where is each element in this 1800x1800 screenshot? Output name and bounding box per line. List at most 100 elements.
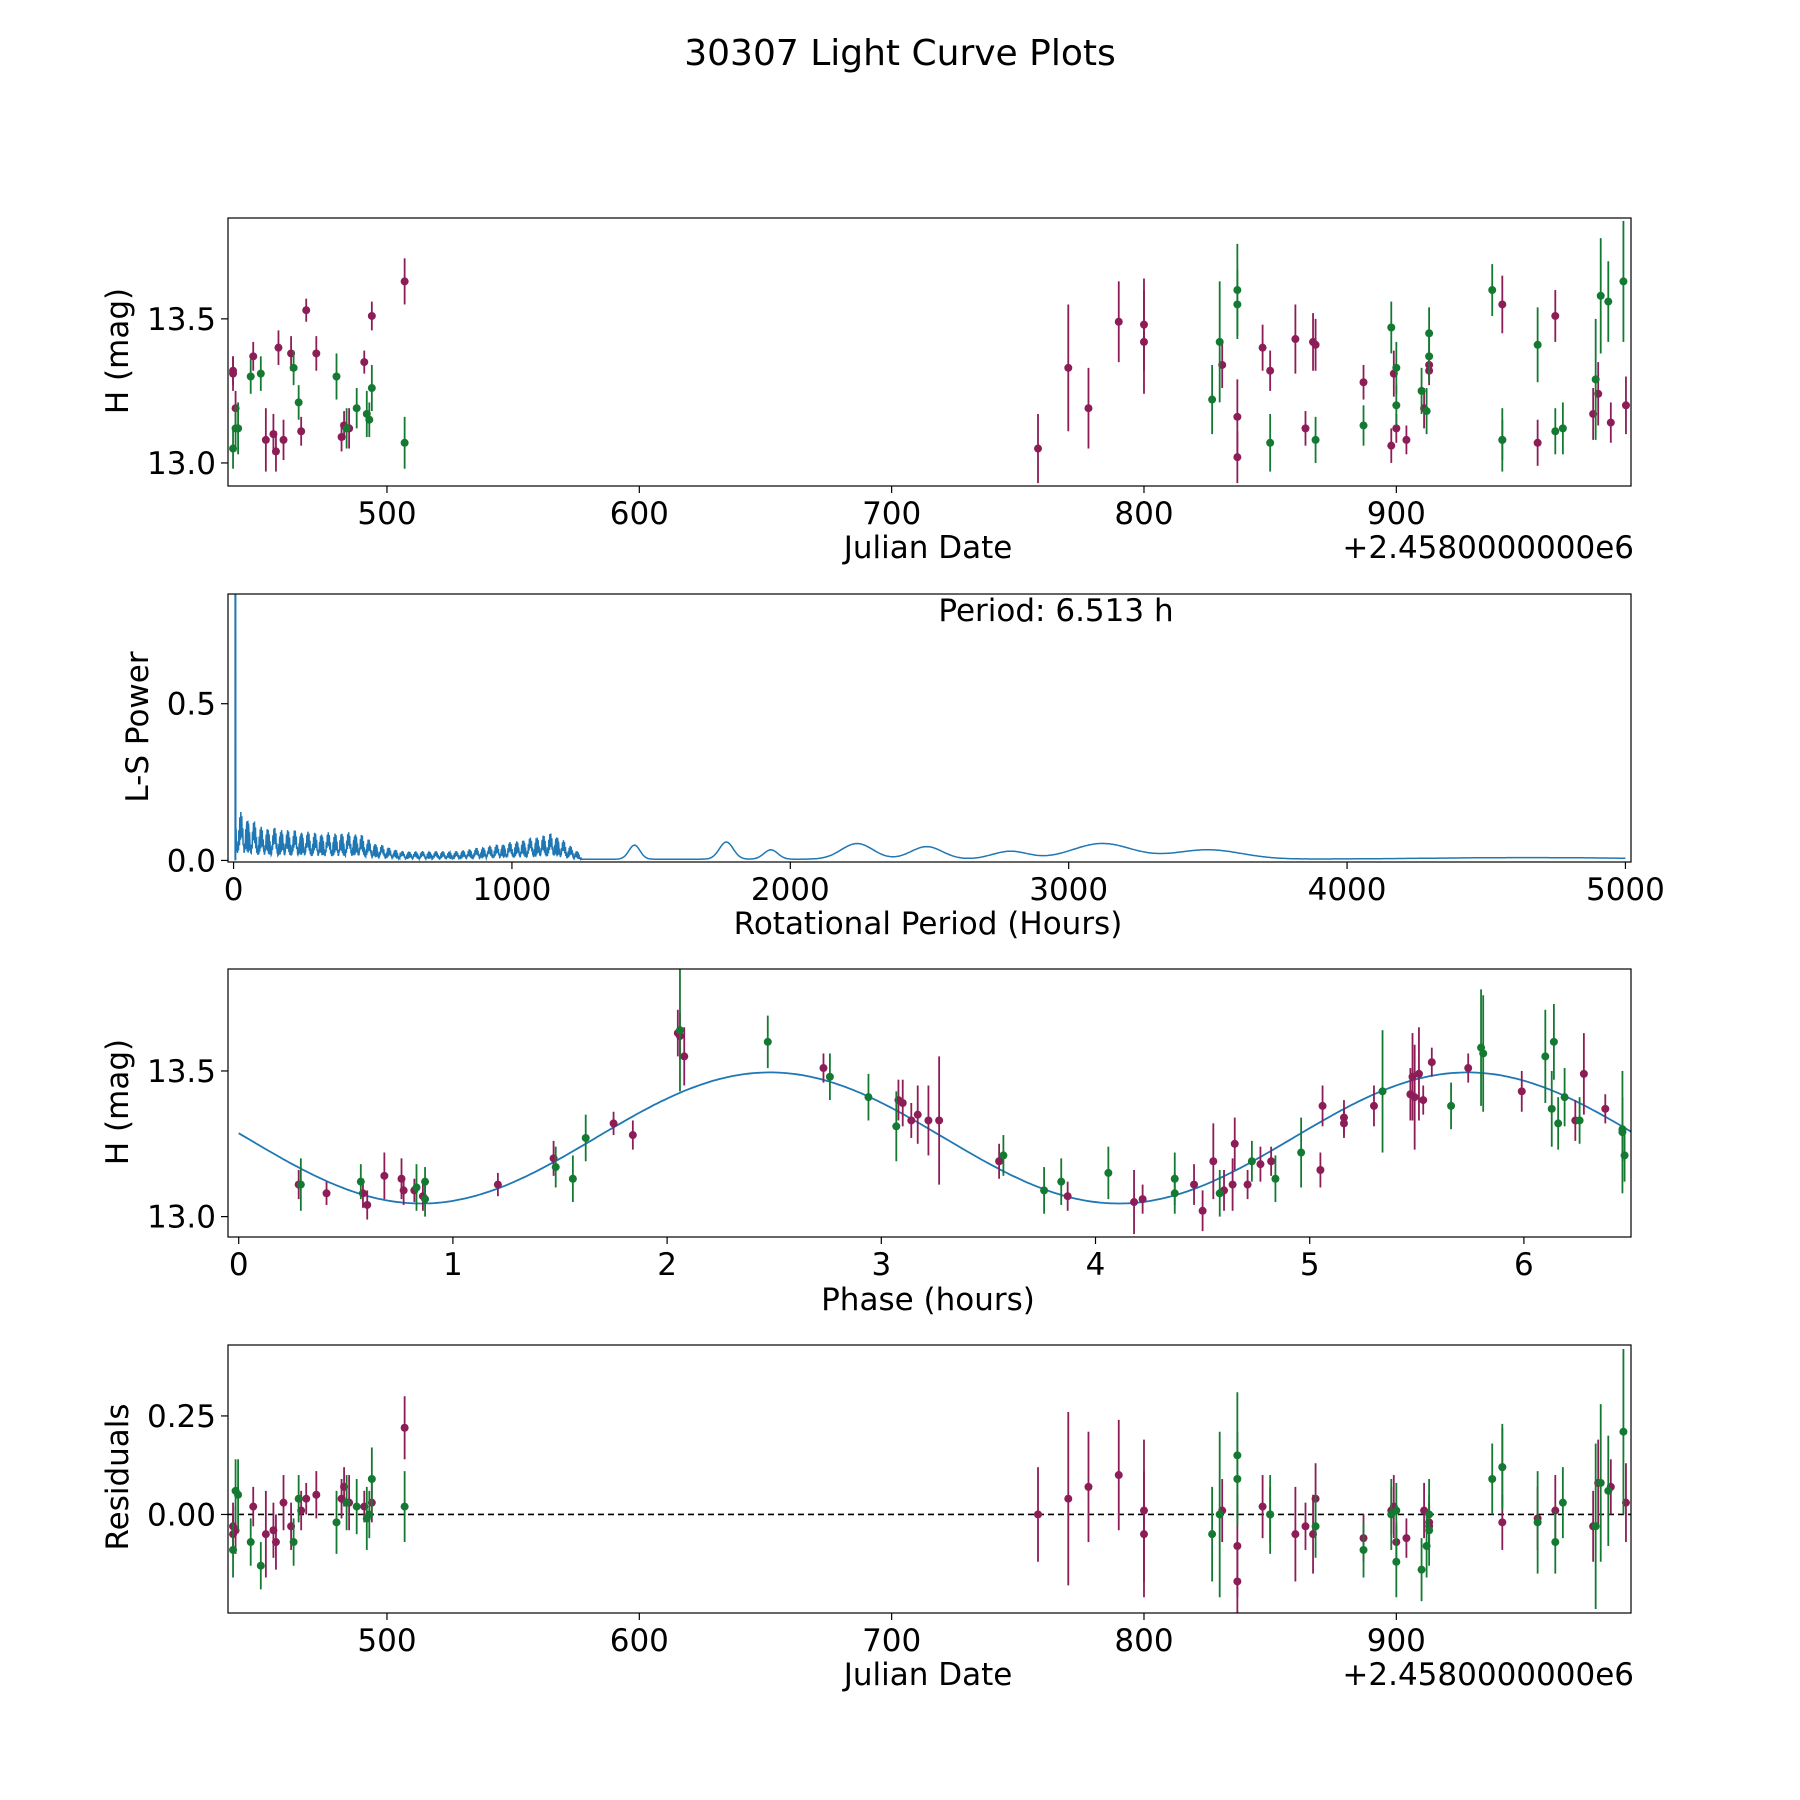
data-point: [1130, 1198, 1139, 1207]
data-point: [367, 384, 376, 393]
data-point: [907, 1116, 916, 1125]
y-tick-label: 13.5: [147, 1054, 216, 1090]
data-point: [1533, 438, 1542, 447]
data-point: [1601, 1104, 1610, 1113]
data-point: [1209, 1157, 1218, 1166]
data-point: [1230, 1139, 1239, 1148]
data-point: [1233, 1577, 1242, 1586]
data-point: [924, 1116, 933, 1125]
data-point: [356, 1177, 365, 1186]
data-point: [1558, 1498, 1567, 1507]
x-tick-label: 5000: [1586, 872, 1665, 908]
periodogram-axes-frame: [227, 593, 1632, 863]
residuals-axes-frame: [227, 1344, 1632, 1614]
data-point: [1392, 1506, 1401, 1515]
data-point: [274, 343, 283, 352]
data-point: [1233, 453, 1242, 462]
data-point: [1596, 1478, 1605, 1487]
data-point: [279, 1498, 288, 1507]
data-point: [1533, 340, 1542, 349]
x-tick-label: 0: [224, 872, 244, 908]
data-point: [1392, 424, 1401, 433]
x-tick-label: 4000: [1308, 872, 1387, 908]
data-point: [234, 424, 243, 433]
data-point: [229, 1545, 238, 1554]
periodogram-line: [234, 594, 1626, 862]
data-point: [819, 1064, 828, 1073]
data-point: [1291, 1530, 1300, 1539]
data-point: [1533, 1518, 1542, 1527]
data-point: [675, 1026, 684, 1035]
data-point: [1621, 401, 1630, 410]
x-tick-label: 5: [1300, 1247, 1320, 1283]
data-point: [1040, 1186, 1049, 1195]
data-point: [1488, 286, 1497, 295]
data-point: [352, 1502, 361, 1511]
data-point: [1359, 1545, 1368, 1554]
x-tick-label: 3000: [1029, 872, 1108, 908]
data-point: [342, 424, 351, 433]
data-point: [1247, 1157, 1256, 1166]
data-point: [1256, 1160, 1265, 1169]
data-point: [400, 438, 409, 447]
band-a-series: [229, 1396, 1630, 1613]
data-point: [1619, 1427, 1628, 1436]
data-point: [234, 1490, 243, 1499]
data-point: [1422, 407, 1431, 416]
data-point: [312, 349, 321, 358]
data-point: [1243, 1180, 1252, 1189]
data-point: [1427, 1058, 1436, 1067]
data-point: [1541, 1052, 1550, 1061]
data-point: [256, 369, 265, 378]
data-point: [249, 1502, 258, 1511]
data-point: [1084, 404, 1093, 413]
data-point: [1057, 1177, 1066, 1186]
x-tick-label: 4: [1086, 1247, 1106, 1283]
data-point: [1498, 1463, 1507, 1472]
data-point: [1291, 335, 1300, 344]
data-point: [294, 1494, 303, 1503]
data-point: [360, 358, 369, 367]
x-tick-label: 700: [862, 1623, 921, 1659]
data-point: [1378, 1087, 1387, 1096]
band-b-series: [296, 969, 1629, 1217]
data-point: [1311, 1522, 1320, 1531]
data-point: [1190, 1180, 1199, 1189]
x-tick-label: 600: [610, 496, 669, 532]
data-point: [380, 1171, 389, 1180]
data-point: [581, 1133, 590, 1142]
data-point: [1266, 438, 1275, 447]
x-tick-label: 3: [871, 1247, 891, 1283]
data-point: [400, 277, 409, 286]
periodogram-panel: Rotational Period (Hours) L-S Power Peri…: [120, 593, 1665, 942]
data-point: [1316, 1166, 1325, 1174]
phase-folded-axes-frame: [227, 968, 1632, 1238]
data-point: [1402, 1534, 1411, 1543]
data-point: [1198, 1206, 1207, 1215]
light-curve-xlabel: Julian Date: [842, 530, 1013, 566]
data-point: [1417, 1565, 1426, 1574]
x-tick-label: 6: [1514, 1247, 1534, 1283]
data-point: [271, 1538, 280, 1547]
x-tick-label: 0: [229, 1247, 249, 1283]
data-point: [864, 1093, 873, 1102]
data-point: [1402, 435, 1411, 444]
data-point: [294, 398, 303, 407]
data-point: [1414, 1069, 1423, 1078]
data-point: [1318, 1101, 1327, 1110]
data-point: [999, 1151, 1008, 1160]
y-tick-label: 13.0: [147, 446, 216, 482]
band-a-series: [229, 258, 1630, 484]
data-point: [261, 435, 270, 444]
data-point: [763, 1037, 772, 1046]
data-point: [1554, 1119, 1563, 1128]
data-point: [825, 1072, 834, 1081]
data-point: [322, 1189, 331, 1198]
data-point: [1606, 418, 1615, 427]
data-point: [493, 1180, 502, 1189]
x-tick-label: 800: [1114, 1623, 1173, 1659]
data-point: [609, 1119, 618, 1128]
data-point: [1551, 1538, 1560, 1547]
x-tick-label: 500: [357, 496, 416, 532]
data-point: [1208, 395, 1217, 404]
